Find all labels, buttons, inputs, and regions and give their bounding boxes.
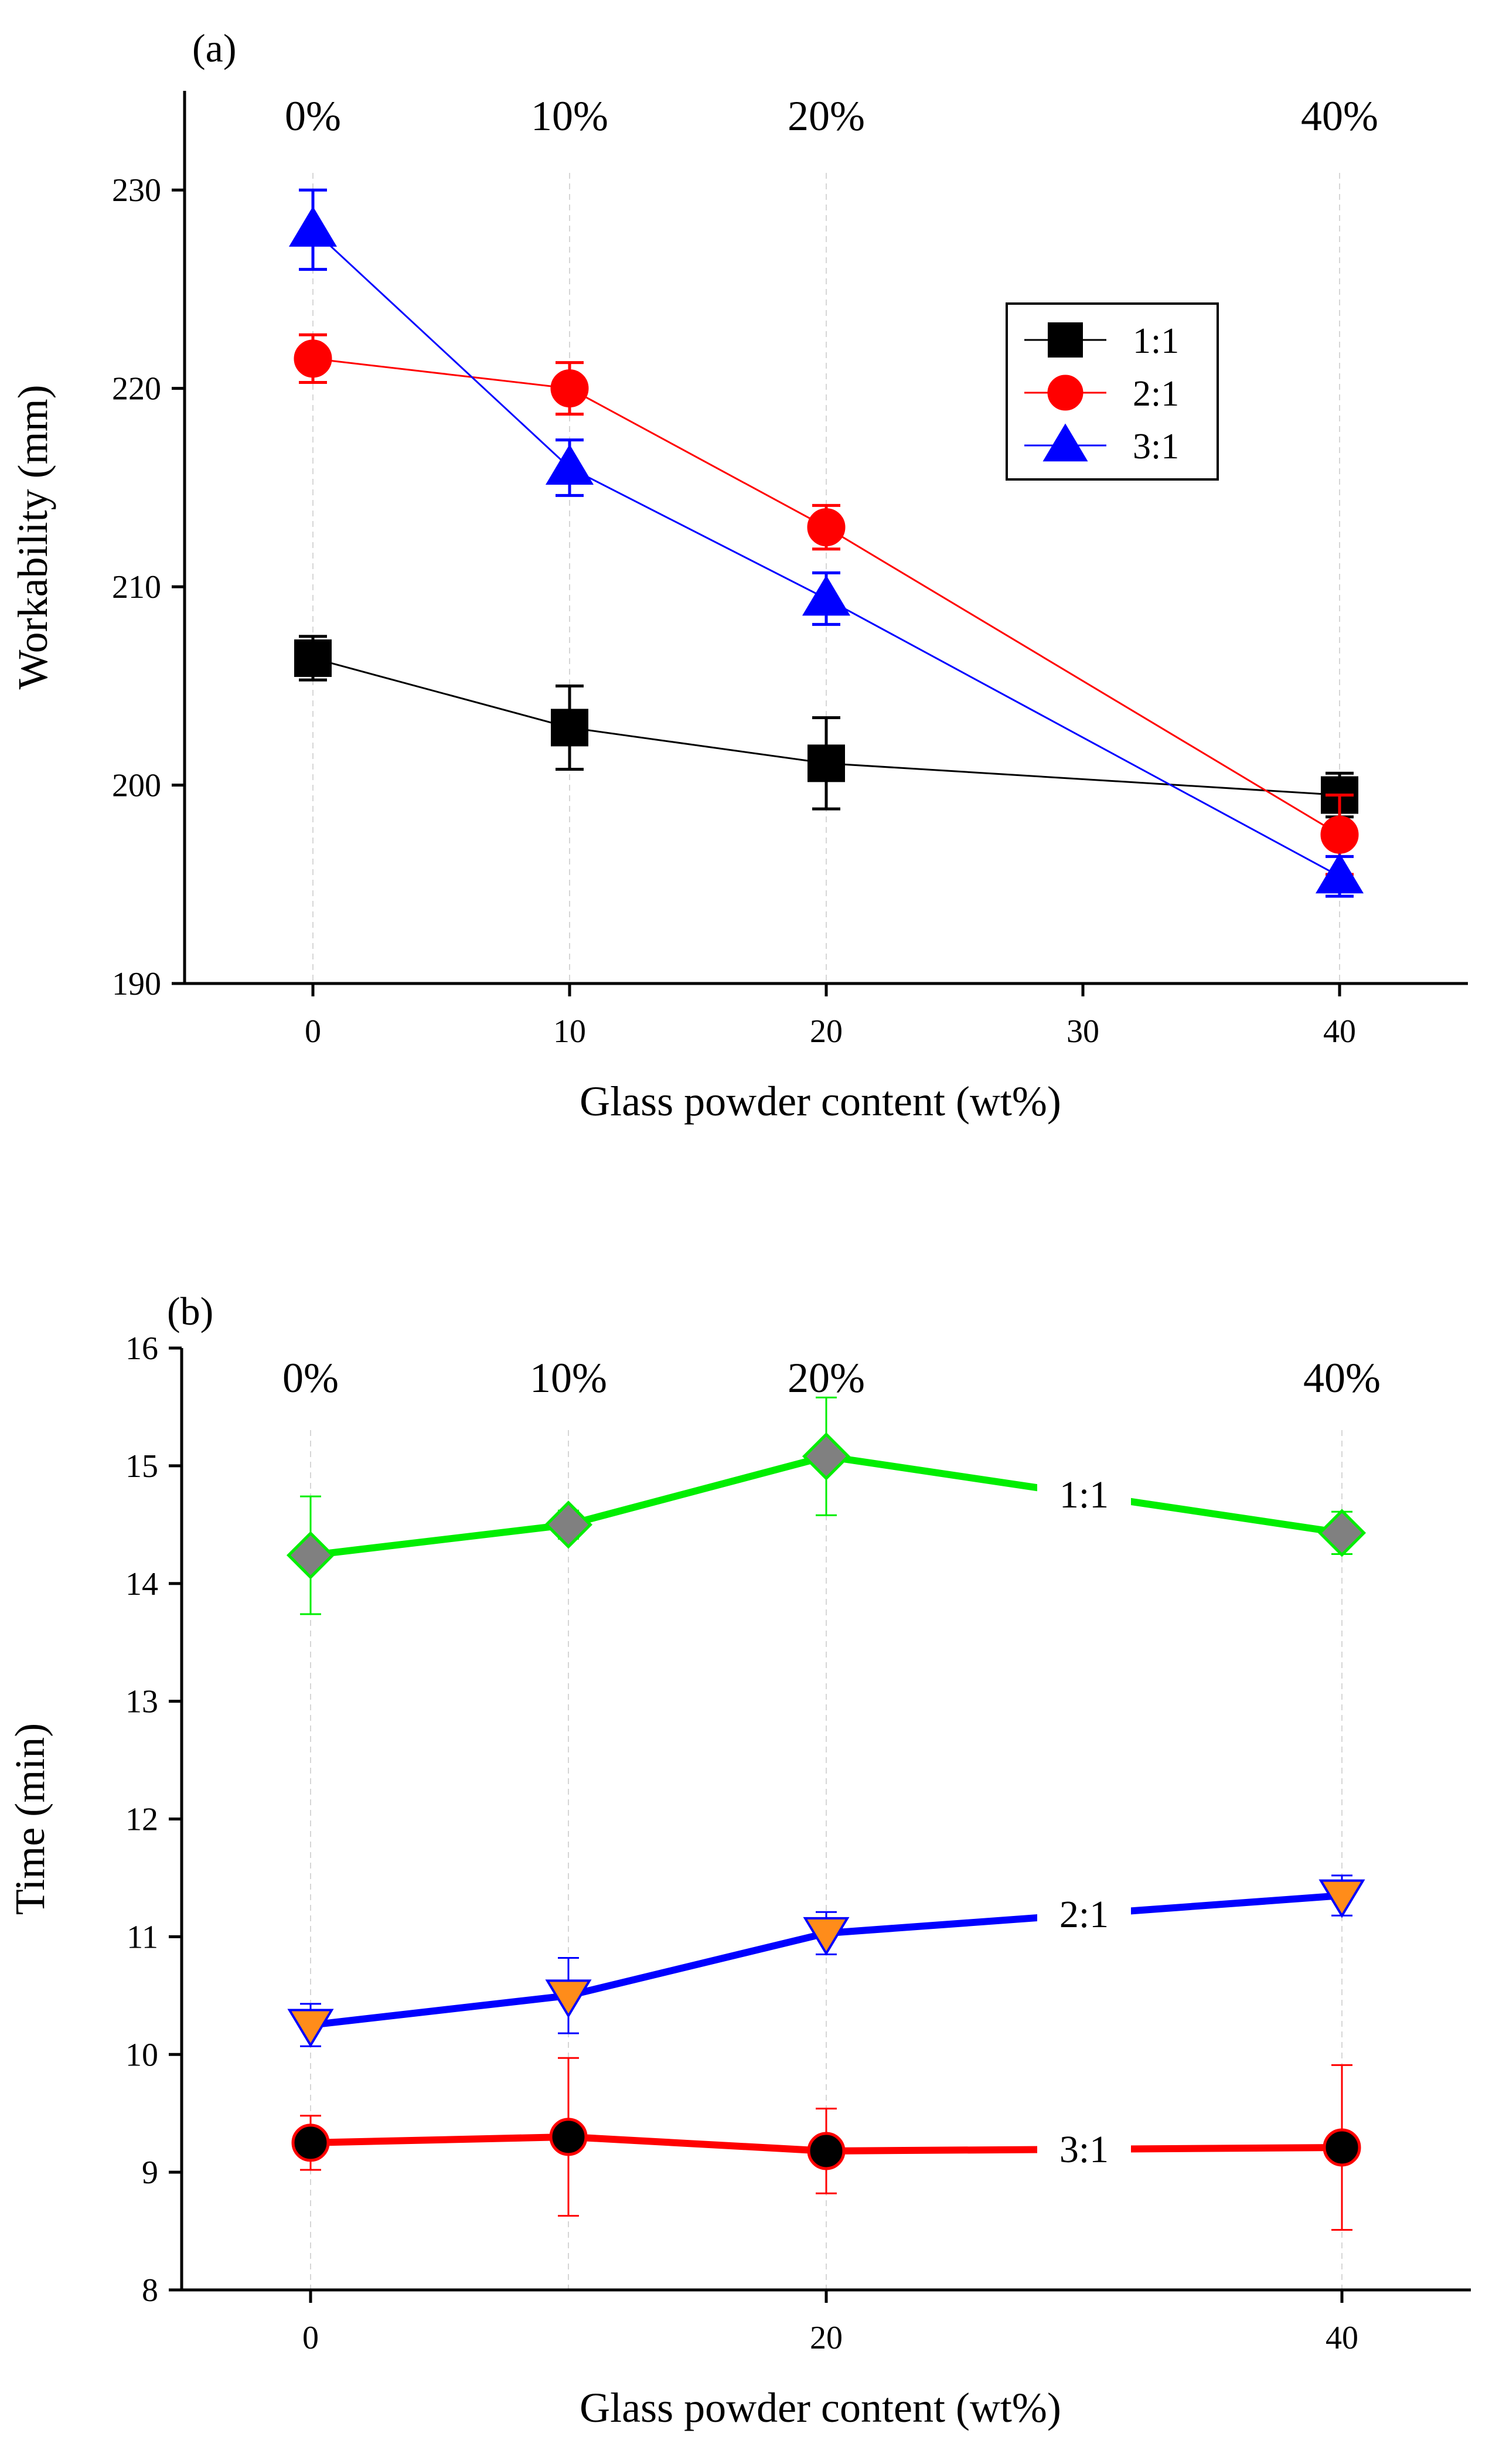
series-3-1 — [288, 188, 1364, 898]
y-tick-label: 12 — [125, 1802, 158, 1838]
legend-label: 1:1 — [1133, 321, 1179, 361]
data-point — [287, 2009, 334, 2048]
data-point — [1318, 1879, 1365, 1918]
x-tick-label: 30 — [1067, 1013, 1099, 1050]
legend-marker — [1042, 423, 1088, 462]
series-2-1 — [294, 333, 1359, 876]
y-tick-label: 8 — [142, 2272, 158, 2309]
data-point — [802, 575, 851, 616]
y-tick-label: 13 — [125, 1684, 158, 1720]
data-point — [544, 1500, 593, 1549]
data-point — [1317, 1509, 1367, 1557]
legend-label: 2:1 — [1133, 374, 1179, 414]
panel-label: (b) — [167, 1289, 213, 1333]
data-point — [551, 709, 588, 747]
series-line — [312, 358, 1340, 836]
percent-label: 40% — [1301, 93, 1378, 139]
x-tick-label: 0 — [302, 2320, 319, 2356]
percent-label: 10% — [530, 1354, 607, 1401]
data-point — [545, 1979, 592, 2019]
series-label-bg — [1037, 2118, 1131, 2180]
x-tick-label: 40 — [1326, 2320, 1358, 2356]
data-point — [1315, 853, 1364, 894]
panel-a: 190 200 210 220 230 0 10 20 30 40 Glass powder con… — [9, 26, 1468, 1125]
legend-marker — [1048, 322, 1083, 358]
series-3-1: 3:1 — [291, 2057, 1361, 2231]
series-label: 3:1 — [1059, 2128, 1109, 2171]
y-tick-label: 14 — [125, 1566, 158, 1602]
y-tick-label: 200 — [112, 768, 161, 804]
y-tick-label: 15 — [125, 1448, 158, 1485]
data-point — [1323, 2128, 1361, 2167]
panel-b: 8 9 10 11 12 13 14 15 16 0 20 40 Glass powder conten… — [6, 1289, 1471, 2431]
y-axis-title: Workability (mm) — [9, 384, 56, 689]
series-1-1 — [294, 635, 1358, 819]
data-point — [807, 2132, 846, 2170]
series-label-bg — [1037, 1464, 1131, 1526]
series-label: 1:1 — [1059, 1473, 1109, 1516]
y-tick-label: 10 — [125, 2037, 158, 2073]
percent-label: 0% — [282, 1354, 339, 1401]
data-point — [803, 1917, 850, 1956]
series-1-1: 1:1 — [286, 1396, 1367, 1615]
legend: 1:1 2:1 3:1 — [1006, 302, 1219, 481]
x-tick-label: 0 — [305, 1013, 321, 1050]
y-tick-label: 220 — [112, 371, 161, 407]
data-point — [294, 639, 332, 677]
x-axis-title: Glass powder content (wt%) — [580, 1078, 1061, 1125]
data-point — [549, 2118, 588, 2156]
percent-label: 10% — [531, 93, 608, 139]
data-point — [286, 1531, 335, 1580]
x-tick-label: 40 — [1323, 1013, 1356, 1050]
percent-label: 20% — [788, 93, 865, 139]
data-point — [1320, 815, 1359, 854]
data-point — [288, 206, 338, 247]
x-tick-label: 10 — [553, 1013, 586, 1050]
percent-label: 40% — [1303, 1354, 1381, 1401]
series-line — [312, 229, 1340, 877]
data-point — [807, 744, 845, 782]
data-point — [291, 2123, 330, 2162]
y-tick-label: 230 — [112, 172, 161, 209]
y-tick-label: 16 — [125, 1330, 158, 1367]
data-point — [294, 339, 332, 378]
percent-label: 20% — [788, 1354, 865, 1401]
series-label-bg — [1037, 1884, 1131, 1945]
data-point — [545, 444, 594, 485]
data-point — [807, 508, 846, 547]
legend-box — [1006, 302, 1219, 481]
x-tick-label: 20 — [810, 2320, 843, 2356]
legend-marker — [1047, 375, 1083, 411]
y-tick-label: 210 — [112, 569, 161, 605]
y-tick-label: 11 — [127, 1919, 158, 1955]
data-point — [550, 369, 589, 408]
panel-label: (a) — [192, 26, 236, 70]
percent-label: 0% — [285, 93, 341, 139]
x-axis-title: Glass powder content (wt%) — [580, 2384, 1061, 2431]
y-tick-label: 190 — [112, 966, 161, 1002]
data-point — [802, 1432, 851, 1481]
y-axis-title: Time (min) — [6, 1723, 53, 1915]
series-label: 2:1 — [1059, 1893, 1109, 1936]
y-tick-label: 9 — [142, 2155, 158, 2191]
x-tick-label: 20 — [810, 1013, 843, 1050]
legend-label: 3:1 — [1133, 427, 1179, 467]
series-line — [312, 657, 1340, 796]
series-2-1: 2:1 — [287, 1874, 1365, 2048]
